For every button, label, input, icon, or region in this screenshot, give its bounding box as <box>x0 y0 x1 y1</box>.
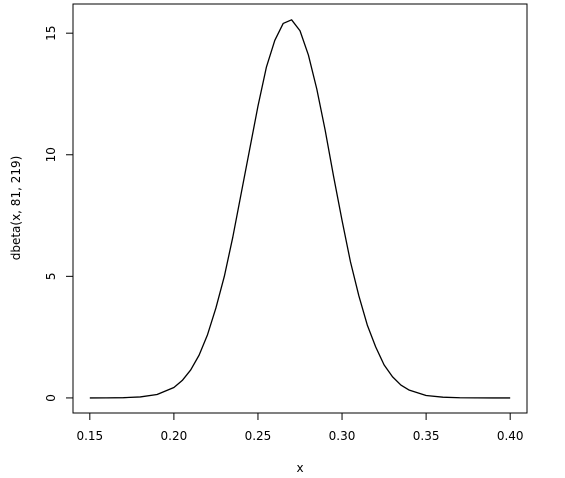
x-tick-label: 0.30 <box>329 429 356 443</box>
x-tick-label: 0.35 <box>413 429 440 443</box>
x-axis-label: x <box>296 461 303 475</box>
y-tick-label: 0 <box>44 394 58 402</box>
y-axis-label: dbeta(x, 81, 219) <box>9 156 23 261</box>
y-tick-label: 5 <box>44 273 58 281</box>
y-tick-label: 10 <box>44 147 58 162</box>
data-line <box>89 19 511 399</box>
x-tick-label: 0.40 <box>497 429 524 443</box>
x-tick-label: 0.25 <box>245 429 272 443</box>
x-tick-label: 0.15 <box>76 429 103 443</box>
y-tick-label: 15 <box>44 26 58 41</box>
x-tick-label: 0.20 <box>161 429 188 443</box>
plot-box <box>72 3 528 414</box>
